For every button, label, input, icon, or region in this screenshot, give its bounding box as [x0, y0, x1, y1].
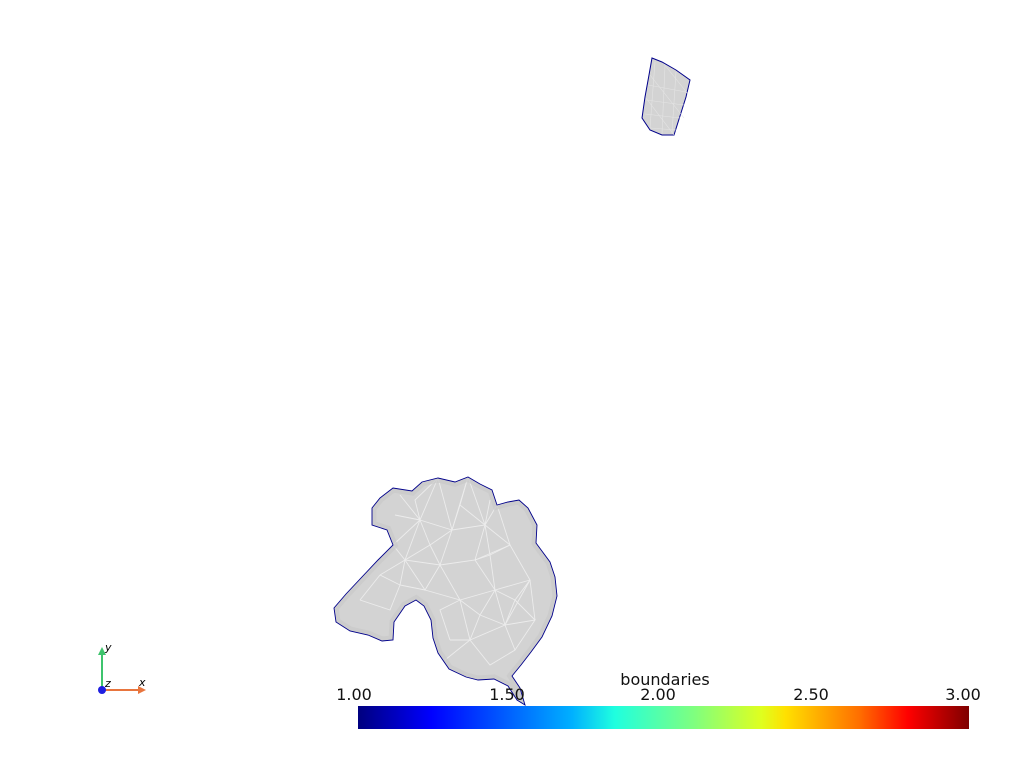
- main-mesh-island: [333, 476, 558, 707]
- y-axis-arrow-icon: [98, 647, 106, 655]
- z-axis-label: z: [105, 677, 111, 690]
- scalar-bar-gradient: [358, 706, 969, 729]
- z-axis-dot-icon: [98, 686, 106, 694]
- scalar-bar-tick: 3.00: [945, 685, 981, 704]
- scalar-bar-tick: 1.50: [489, 685, 525, 704]
- scalar-bar-tick: 2.50: [793, 685, 829, 704]
- boundary-outline: [333, 476, 558, 707]
- y-axis-label: y: [105, 641, 112, 654]
- scalar-bar-title: boundaries: [620, 670, 710, 689]
- x-axis-label: x: [139, 676, 146, 689]
- mesh-wireframe: [359, 477, 536, 666]
- orientation-axes-widget[interactable]: [98, 647, 146, 694]
- scalar-bar-tick: 1.00: [336, 685, 372, 704]
- small-mesh-island: [641, 57, 691, 136]
- scalar-bar-tick: 2.00: [640, 685, 676, 704]
- x-axis-arrow-icon: [138, 686, 146, 694]
